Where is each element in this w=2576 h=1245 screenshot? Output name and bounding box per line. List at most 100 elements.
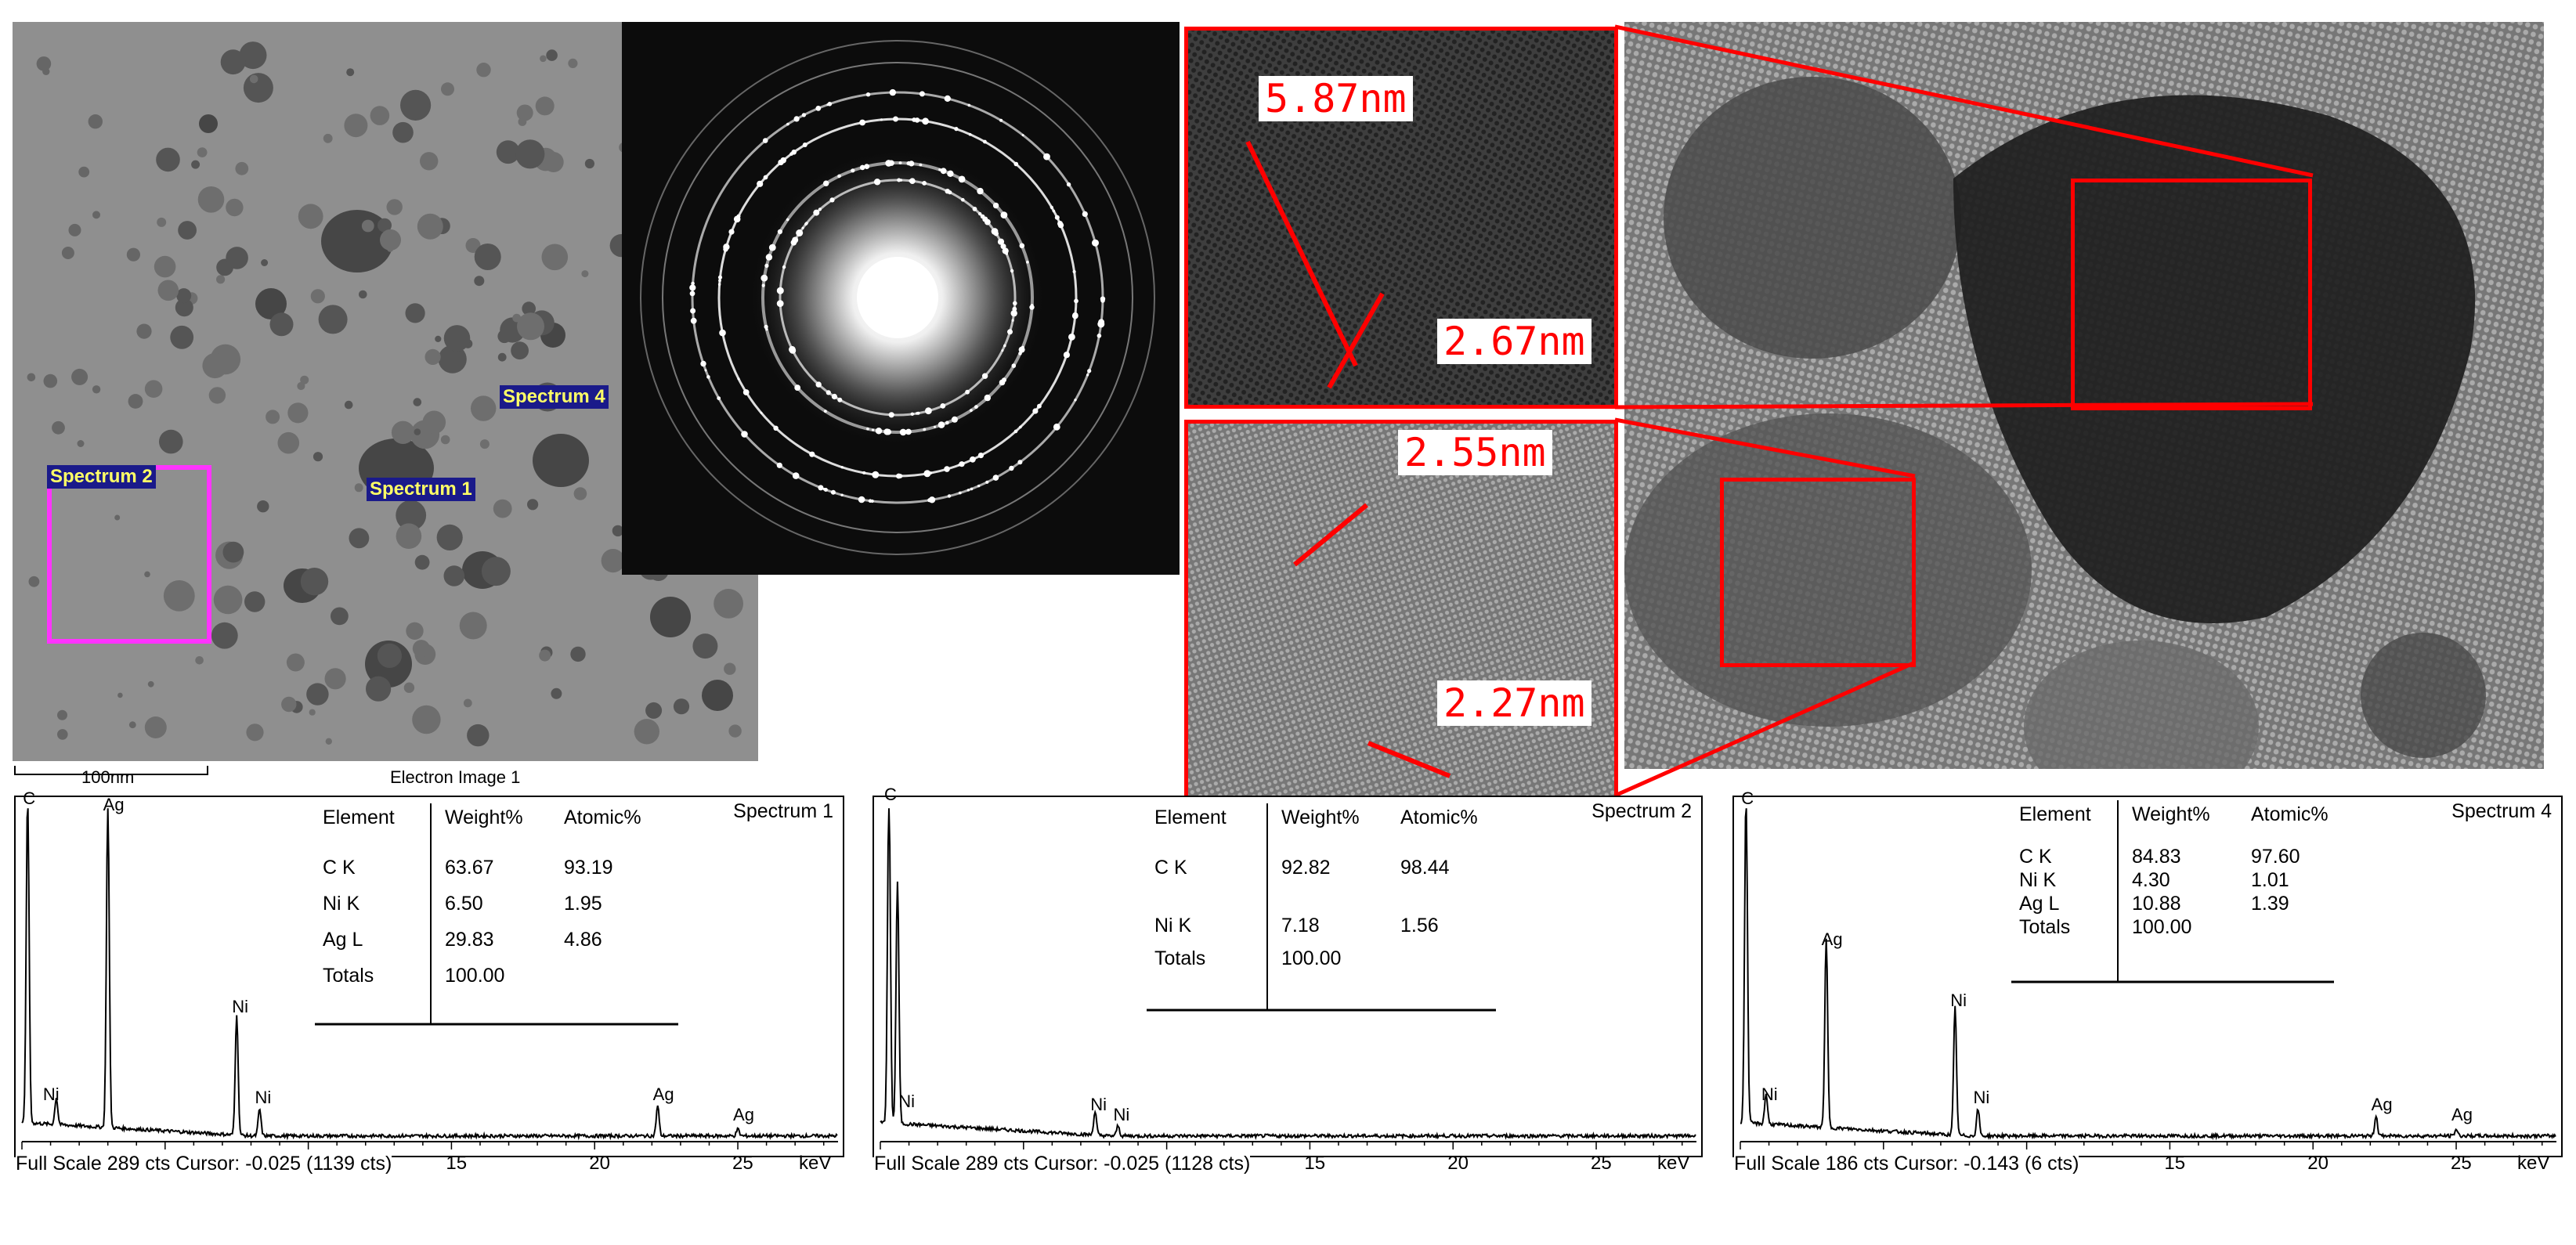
spectrum-title: Spectrum 4 xyxy=(2451,800,2552,822)
zoom-region-bottom xyxy=(1720,478,1916,667)
hrtem-zoom-top: 5.87nm 2.67nm xyxy=(1184,27,1618,409)
spectrum-4-label: Spectrum 4 xyxy=(500,385,609,409)
spectrum-trace xyxy=(880,808,1696,1141)
table-cell: Ag L xyxy=(2019,893,2060,915)
distance-label-5-87: 5.87nm xyxy=(1259,76,1413,121)
peak-label: Ni xyxy=(42,1084,60,1104)
table-header: Weight% xyxy=(445,807,523,828)
table-cell: 7.18 xyxy=(1281,915,1320,936)
table-cell: 97.60 xyxy=(2251,846,2300,868)
table-cell: 1.39 xyxy=(2251,893,2289,915)
table-header: Atomic% xyxy=(564,807,641,828)
table-totals: Totals xyxy=(1154,947,1206,969)
peak-label: Ni xyxy=(1973,1088,1990,1108)
zoom-region-top xyxy=(2071,179,2312,410)
table-cell: 63.67 xyxy=(445,857,494,879)
table-totals: Totals xyxy=(2019,916,2071,938)
table-cell: Ag L xyxy=(323,929,363,951)
peak-label: C xyxy=(23,788,36,808)
peak-label: Ni xyxy=(898,1091,916,1111)
x-axis-unit: keV xyxy=(799,1153,832,1174)
table-header: Weight% xyxy=(2132,803,2210,825)
table-header: Weight% xyxy=(1281,807,1360,828)
x-tick-label: 15 xyxy=(1304,1153,1326,1174)
scale-bar-label: 100nm xyxy=(81,767,135,787)
table-header: Element xyxy=(2019,803,2091,825)
peak-label: Ag xyxy=(2371,1094,2393,1114)
eds-spectrum-4-panel: 0510152025keVCAgNiNiNiAgAgSpectrum 4Elem… xyxy=(1732,788,2563,1175)
peak-label: Ni xyxy=(255,1088,272,1108)
eds-plot xyxy=(1740,808,2556,1149)
x-tick-label: 25 xyxy=(2451,1153,2472,1174)
table-header: Atomic% xyxy=(2251,803,2329,825)
peak-label: Ag xyxy=(103,795,125,815)
peak-label: Ag xyxy=(1821,929,1843,950)
peak-label: Ni xyxy=(232,997,248,1017)
spectrum-footer-readout: Full Scale 289 cts Cursor: -0.025 (1128 … xyxy=(874,1153,1251,1175)
eds-spectrum-1-panel: 0510152025keVCAgNiNiNiAgAgSpectrum 1Elem… xyxy=(14,788,844,1175)
x-tick-label: 15 xyxy=(2164,1153,2186,1174)
eds-plot xyxy=(880,808,1696,1149)
spectrum-title: Spectrum 2 xyxy=(1591,800,1692,822)
composition-table-lines xyxy=(1147,803,1496,1012)
peak-label: Ni xyxy=(1090,1094,1107,1114)
spectrum-trace xyxy=(1740,808,2556,1141)
peak-label: Ni xyxy=(1950,990,1967,1010)
distance-label-2-67: 2.67nm xyxy=(1437,319,1591,364)
eds-plot xyxy=(21,808,838,1149)
composition-table-lines xyxy=(315,803,678,1026)
table-cell: 1.95 xyxy=(564,893,602,915)
table-cell: 1.01 xyxy=(2251,869,2289,891)
distance-label-2-55: 2.55nm xyxy=(1398,430,1552,475)
x-tick-label: 20 xyxy=(589,1153,610,1174)
peak-label: Ag xyxy=(733,1104,754,1124)
x-tick-label: 25 xyxy=(732,1153,753,1174)
peak-label: Ag xyxy=(652,1084,674,1104)
spectrum-2-selection-box xyxy=(47,465,211,644)
table-totals: 100.00 xyxy=(445,965,505,987)
peak-label: Ag xyxy=(2451,1104,2473,1124)
table-cell: 1.56 xyxy=(1400,915,1439,936)
image-caption: Electron Image 1 xyxy=(390,767,521,787)
spectrum-footer-readout: Full Scale 186 cts Cursor: -0.143 (6 cts… xyxy=(1734,1153,2079,1175)
table-cell: 4.86 xyxy=(564,929,602,951)
composition-table-lines xyxy=(2011,800,2334,983)
table-header: Element xyxy=(1154,807,1227,828)
x-axis-unit: keV xyxy=(1657,1153,1690,1174)
tem-particles xyxy=(27,42,746,747)
table-cell: Ni K xyxy=(2019,869,2057,891)
x-tick-label: 20 xyxy=(2307,1153,2329,1174)
spectrum-footer-readout: Full Scale 289 cts Cursor: -0.025 (1139 … xyxy=(16,1153,392,1175)
peak-label: Ni xyxy=(1761,1084,1778,1104)
table-cell: 84.83 xyxy=(2132,846,2181,868)
peak-label: C xyxy=(883,785,897,805)
table-cell: 6.50 xyxy=(445,893,483,915)
table-header: Atomic% xyxy=(1400,807,1478,828)
table-cell: 29.83 xyxy=(445,929,494,951)
x-tick-label: 20 xyxy=(1447,1153,1469,1174)
eds-spectrum-2-panel: 0510152025keVCNiNiNiSpectrum 2ElementWei… xyxy=(873,785,1703,1175)
spectrum-1-label: Spectrum 1 xyxy=(367,478,475,501)
table-cell: 92.82 xyxy=(1281,857,1331,879)
hrtem-main-image xyxy=(1624,22,2544,769)
table-cell: 98.44 xyxy=(1400,857,1450,879)
table-cell: 4.30 xyxy=(2132,869,2170,891)
x-tick-label: 25 xyxy=(1591,1153,1612,1174)
spectrum-trace xyxy=(21,808,838,1141)
table-cell: C K xyxy=(323,857,356,879)
peak-label: C xyxy=(1741,788,1754,808)
table-cell: 93.19 xyxy=(564,857,613,879)
lattice-fringes-bottom xyxy=(1188,424,1614,796)
table-totals: Totals xyxy=(323,965,374,987)
spectrum-2-label: Spectrum 2 xyxy=(47,465,156,489)
table-cell: C K xyxy=(2019,846,2052,868)
table-cell: Ni K xyxy=(323,893,360,915)
saed-diffraction-pattern xyxy=(622,22,1180,575)
diffraction-rings xyxy=(640,40,1155,555)
table-totals: 100.00 xyxy=(2132,916,2192,938)
peak-label: Ni xyxy=(1113,1104,1130,1124)
table-cell: 10.88 xyxy=(2132,893,2181,915)
spectrum-title: Spectrum 1 xyxy=(733,800,833,822)
hrtem-zoom-bottom: 2.55nm 2.27nm xyxy=(1184,420,1618,800)
x-tick-label: 15 xyxy=(446,1153,468,1174)
